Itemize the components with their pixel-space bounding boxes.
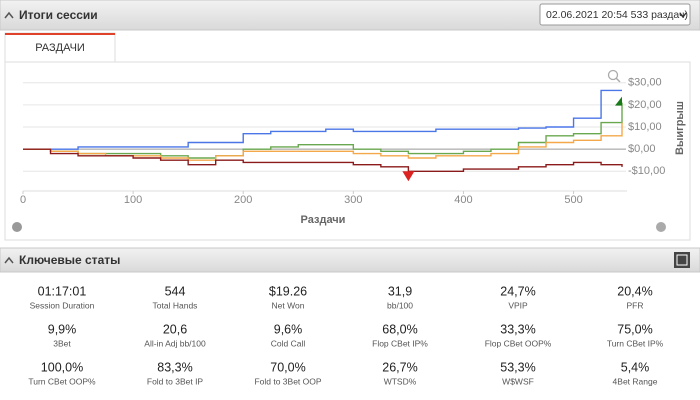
series-line: [23, 102, 623, 159]
x-tick-label: 400: [454, 194, 472, 206]
stat-label: Total Hands: [153, 300, 198, 310]
stat-label: Net Won: [272, 300, 305, 310]
stat-value: 70,0%: [270, 360, 305, 374]
min-marker: [402, 171, 415, 182]
collapse-icon[interactable]: [4, 11, 14, 19]
stat-label: Session Duration: [30, 300, 95, 310]
series-line: [23, 148, 623, 172]
zoom-icon[interactable]: [607, 69, 619, 81]
y-axis-label: Выигрыш: [674, 101, 686, 155]
stat-value: 68,0%: [382, 322, 417, 336]
stat-value: 9,9%: [48, 322, 77, 336]
y-tick-label: $20,00: [628, 99, 662, 111]
stat-value: 83,3%: [157, 360, 192, 374]
stat-label: PFR: [627, 300, 644, 310]
layout-icon-inner: [676, 254, 688, 266]
session-select-text: 02.06.2021 20:54 533 раздач): [546, 9, 688, 21]
stat-label: Flop CBet OOP%: [485, 338, 552, 348]
y-tick-label: $30,00: [628, 77, 662, 89]
y-tick-label: -$10,00: [628, 165, 665, 177]
tab-label: РАЗДАЧИ: [35, 42, 85, 54]
header-title: Итоги сессии: [19, 8, 98, 22]
layout-icon[interactable]: [674, 252, 690, 268]
stat-value: $19.26: [269, 284, 307, 298]
stat-label: Turn CBet OOP%: [28, 376, 96, 386]
stat-label: All-in Adj bb/100: [144, 338, 206, 348]
stat-label: 3Bet: [53, 338, 71, 348]
session-select[interactable]: [539, 3, 691, 26]
stat-value: 53,3%: [500, 360, 535, 374]
stats-header-bar: [0, 247, 700, 273]
stat-label: WTSD%: [384, 376, 417, 386]
y-tick-label: $10,00: [628, 121, 662, 133]
stat-value: 26,7%: [382, 360, 417, 374]
stat-label: VPIP: [508, 300, 528, 310]
x-axis-label: Раздачи: [301, 214, 346, 226]
stat-value: 5,4%: [621, 360, 650, 374]
stat-label: Fold to 3Bet IP: [147, 376, 204, 386]
y-tick-label: $0,00: [628, 143, 656, 155]
stat-value: 20,6: [163, 322, 187, 336]
x-tick-label: 500: [564, 194, 582, 206]
x-tick-label: 200: [234, 194, 252, 206]
stat-value: 100,0%: [41, 360, 83, 374]
stat-value: 33,3%: [500, 322, 535, 336]
stat-label: Fold to 3Bet OOP: [254, 376, 321, 386]
stat-value: 75,0%: [617, 322, 652, 336]
x-tick-label: 300: [344, 194, 362, 206]
x-tick-label: 0: [20, 194, 26, 206]
settings-icon[interactable]: [12, 222, 22, 232]
stat-label: bb/100: [387, 300, 413, 310]
dropdown-arrow[interactable]: [679, 12, 687, 19]
collapse-icon[interactable]: [4, 256, 14, 264]
stat-label: Cold Call: [271, 338, 306, 348]
stat-label: Turn CBet IP%: [607, 338, 664, 348]
tab[interactable]: [4, 32, 116, 63]
stat-value: 9,6%: [274, 322, 303, 336]
stats-title: Ключевые статы: [19, 253, 120, 267]
zoom-icon-handle: [615, 77, 621, 83]
x-tick-label: 100: [124, 194, 142, 206]
stat-value: 20,4%: [617, 284, 652, 298]
info-icon[interactable]: [656, 222, 666, 232]
stat-label: Flop CBet IP%: [372, 338, 428, 348]
max-marker: [615, 96, 622, 106]
series-line: [23, 89, 622, 150]
stat-label: W$WSF: [502, 376, 534, 386]
stat-value: 31,9: [388, 284, 412, 298]
tab-accent: [5, 33, 115, 35]
stat-label: 4Bet Range: [613, 376, 658, 386]
stat-value: 24,7%: [500, 284, 535, 298]
stat-value: 01:17:01: [38, 284, 87, 298]
stat-value: 544: [165, 284, 186, 298]
